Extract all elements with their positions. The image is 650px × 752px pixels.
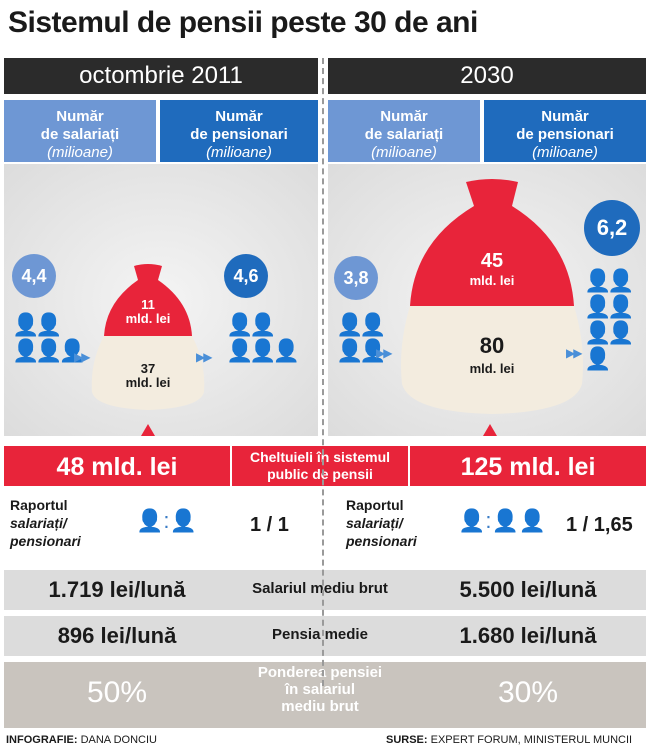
bag-top-left-unit: mld. lei [125,311,171,326]
employees-bubble-right: 3,8 [334,256,378,300]
arrow-right-icon: ▶▶ [74,350,91,364]
triangle-up-icon [141,424,155,436]
col-pensioners-left-line1: Număr [215,108,263,125]
col-employees-right-unit: (milioane) [371,144,437,161]
col-pensioners-right-line2: de pensionari [516,126,614,143]
ratio-label-left-line3: pensionari [10,533,81,549]
bag-bottom-left: 37 mld. lei [86,362,210,390]
col-pensioners-left-unit: (milioane) [206,144,272,161]
bag-top-right: 45 mld. lei [396,250,588,290]
bag-bottom-right: 80 mld. lei [396,333,588,379]
pension-right: 1.680 lei/lună [459,623,597,648]
footer-sources-value: EXPERT FORUM, MINISTERUL MUNCII [430,734,633,746]
ratio-label-left-line2: salariați/ [10,515,67,531]
total-left: 48 mld. lei [56,453,178,481]
ratio-label-right-line1: Raportul [346,497,404,513]
pensioner-icon: 👤👤 👤👤👤 [226,312,300,363]
ratio-label-right: Raportul salariați/ pensionari [346,496,417,550]
expenses-label: Cheltuieli în sistemul public de pensii [230,446,410,486]
salary-label: Salariul mediu brut [252,580,388,597]
expenses-label-line1: Cheltuieli în sistemul [249,449,391,465]
col-employees-right-line2: de salariați [364,126,444,143]
share-label-line2: în salariul [284,681,356,698]
ratio-left: 1 / 1 [250,514,289,536]
ratio-icon-left: 👤:👤 [136,508,197,533]
share-label: Ponderea pensiei în salariul mediu brut [230,664,410,715]
arrow-right-icon: ▶▶ [196,350,213,364]
bag-bottom-right-unit: mld. lei [469,361,515,376]
col-pensioners-left: Număr de pensionari (milioane) [160,100,318,162]
col-employees-right-line1: Număr [380,108,428,125]
col-employees-left: Număr de salariați (milioane) [4,100,156,162]
pension-label: Pensia medie [272,626,368,643]
salary-right: 5.500 lei/lună [459,577,597,602]
ratio-label-left: Raportul salariați/ pensionari [10,496,81,550]
share-row [4,662,646,728]
col-pensioners-right: Număr de pensionari (milioane) [484,100,646,162]
pension-row [4,616,646,656]
total-right: 125 mld. lei [460,453,596,481]
triangle-up-icon [483,424,497,436]
pensioners-bubble-right: 6,2 [584,200,640,256]
col-employees-left-line1: Număr [56,108,104,125]
ratio-label-right-line2: salariați/ [346,515,403,531]
pensioner-icon: 👤👤 👤👤 👤👤👤 [584,268,635,371]
col-employees-right: Număr de salariați (milioane) [328,100,480,162]
employees-bubble-left: 4,4 [12,254,56,298]
col-employees-left-unit: (milioane) [47,144,113,161]
footer-sources: SURSE: EXPERT FORUM, MINISTERUL MUNCII [386,734,632,746]
footer-credit: INFOGRAFIE: DANA DONCIU [6,734,157,746]
bag-top-right-value: 45 [480,250,504,272]
ratio-label-right-line3: pensionari [346,533,417,549]
share-left: 50% [86,676,148,709]
salary-row [4,570,646,610]
pensioners-bubble-left: 4,6 [224,254,268,298]
column-divider [322,58,324,686]
money-bag-icon [401,179,583,414]
arrow-right-icon: ▶▶ [376,346,393,360]
expenses-label-line2: public de pensii [267,466,373,482]
bag-top-right-unit: mld. lei [469,273,515,288]
footer-credit-label: INFOGRAFIE: [6,734,78,746]
money-bag-icon [91,264,205,410]
share-label-line1: Ponderea pensiei [257,664,383,681]
bag-bottom-left-value: 37 [140,361,156,376]
arrow-right-icon: ▶▶ [566,346,583,360]
pension-left: 896 lei/lună [57,623,177,648]
col-pensioners-right-line1: Număr [541,108,589,125]
salary-left: 1.719 lei/lună [48,577,186,602]
period-right: 2030 [328,58,646,94]
share-right: 30% [497,676,559,709]
col-pensioners-right-unit: (milioane) [532,144,598,161]
person-icon: 👤👤 👤👤👤 [12,312,86,363]
bag-bottom-right-value: 80 [479,333,505,358]
bag-top-left: 11 mld. lei [86,298,210,326]
bag-top-left-value: 11 [141,297,155,312]
person-icon: 👤👤 👤👤 [336,312,387,363]
page-title: Sistemul de pensii peste 30 de ani [8,6,478,39]
bag-bottom-left-unit: mld. lei [125,375,171,390]
footer-credit-value: DANA DONCIU [80,734,157,746]
ratio-right: 1 / 1,65 [566,514,633,536]
col-pensioners-left-line2: de pensionari [190,126,288,143]
share-label-line3: mediu brut [281,698,359,715]
col-employees-left-line2: de salariați [40,126,120,143]
ratio-icon-right: 👤:👤👤 [458,508,547,533]
footer-sources-label: SURSE: [386,734,428,746]
ratio-label-left-line1: Raportul [10,497,68,513]
period-left: octombrie 2011 [4,58,318,94]
